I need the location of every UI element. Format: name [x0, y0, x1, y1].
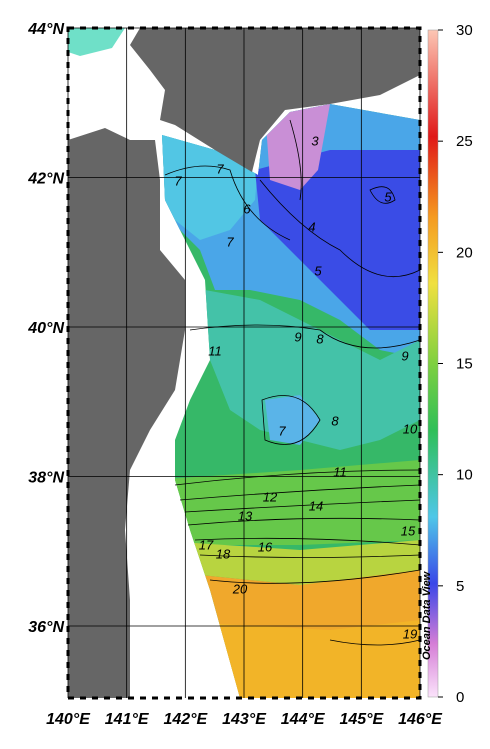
- contour-lines: [164, 119, 421, 646]
- lon-label: 142°E: [163, 711, 208, 728]
- colorbar-label: 5: [456, 578, 464, 595]
- contour-label: 14: [309, 498, 323, 513]
- colorbar-label: 30: [456, 22, 473, 39]
- contour-label: 5: [384, 189, 392, 204]
- data-patch: [68, 28, 125, 56]
- contour-label: 5: [314, 263, 322, 278]
- lon-label: 143°E: [222, 711, 267, 728]
- contour-label: 9: [294, 329, 301, 344]
- contour-label: 15: [401, 523, 416, 538]
- watermark: Ocean Data View: [421, 570, 433, 660]
- lon-label: 140°E: [46, 711, 91, 728]
- colorbar-label: 20: [456, 244, 473, 261]
- contour-label: 16: [258, 539, 273, 554]
- contour-label: 20: [232, 581, 248, 596]
- contour-label: 13: [238, 508, 253, 523]
- contour-label: 7: [174, 173, 182, 188]
- lat-label: 36°N: [28, 619, 64, 636]
- contour-label: 19: [403, 626, 417, 641]
- contour-label: 7: [216, 161, 224, 176]
- contour-label: 7: [278, 423, 286, 438]
- contour-label: 18: [216, 546, 231, 561]
- contour-label: 8: [316, 331, 324, 346]
- lat-label: 44°N: [27, 21, 64, 38]
- lon-label: 144°E: [281, 711, 326, 728]
- contour-label: 12: [263, 489, 278, 504]
- lon-label: 145°E: [339, 711, 384, 728]
- map-frame: [66, 26, 422, 700]
- contour-label: 10: [403, 421, 418, 436]
- lon-label: 146°E: [398, 711, 443, 728]
- colorbar-label: 0: [456, 689, 464, 706]
- contour-label: 11: [208, 343, 222, 358]
- contour-label: 7: [226, 234, 234, 249]
- contour-label: 4: [308, 219, 315, 234]
- contour-label: 8: [331, 413, 339, 428]
- contour-label: 11: [333, 464, 347, 479]
- lat-label: 38°N: [28, 470, 64, 487]
- colorbar-label: 10: [456, 467, 473, 484]
- graticule: [67, 27, 421, 698]
- colorbar-label: 25: [456, 133, 473, 150]
- lat-label: 40°N: [27, 320, 64, 337]
- land-hokkaido: [130, 28, 420, 172]
- contour-label: 6: [243, 201, 251, 216]
- lon-label: 141°E: [105, 711, 150, 728]
- contour-label: 3: [311, 133, 319, 148]
- contour-label: 17: [199, 537, 214, 552]
- lat-label: 42°N: [27, 171, 64, 188]
- colorbar-label: 15: [456, 356, 473, 373]
- contour-label: 9: [401, 348, 408, 363]
